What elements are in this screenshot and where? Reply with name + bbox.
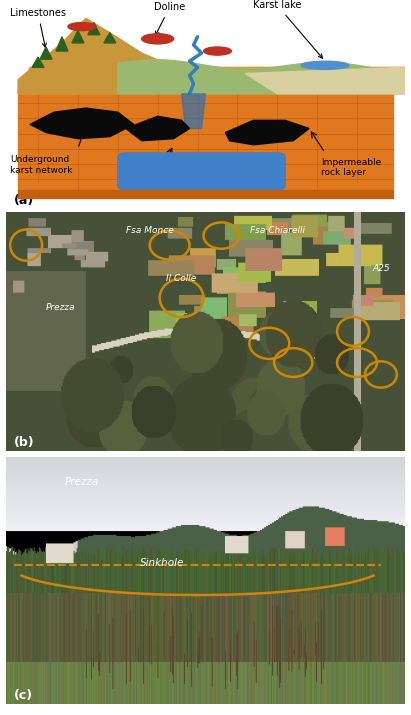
Text: Il Colle: Il Colle — [166, 274, 197, 283]
Polygon shape — [126, 117, 189, 141]
Text: Impermeable
rock layer: Impermeable rock layer — [321, 157, 381, 177]
Text: Sinkhole: Sinkhole — [139, 558, 184, 568]
Text: Limestones: Limestones — [10, 9, 66, 47]
Text: (c): (c) — [14, 689, 33, 701]
Polygon shape — [18, 19, 189, 94]
Polygon shape — [104, 33, 116, 43]
Text: Doline: Doline — [154, 2, 185, 35]
Text: Prezza: Prezza — [46, 302, 76, 312]
Text: Karst lake: Karst lake — [253, 0, 323, 58]
Polygon shape — [225, 120, 309, 144]
Polygon shape — [72, 31, 84, 43]
Text: Underground
karst network: Underground karst network — [10, 155, 72, 175]
Text: A25: A25 — [373, 265, 390, 273]
Text: (b): (b) — [14, 436, 35, 449]
Polygon shape — [88, 23, 100, 35]
Text: Prezza: Prezza — [65, 477, 99, 486]
Text: (a): (a) — [14, 194, 35, 207]
Text: Fsa Monce: Fsa Monce — [126, 226, 173, 235]
Polygon shape — [182, 94, 206, 129]
Polygon shape — [32, 57, 44, 67]
Text: Cave: Cave — [129, 189, 154, 199]
Polygon shape — [18, 94, 393, 189]
Polygon shape — [30, 108, 134, 139]
Ellipse shape — [301, 61, 349, 69]
Text: Fsa Chiarelli: Fsa Chiarelli — [250, 226, 305, 235]
Ellipse shape — [142, 34, 173, 44]
FancyBboxPatch shape — [118, 153, 285, 189]
Ellipse shape — [203, 47, 231, 55]
Polygon shape — [118, 60, 405, 94]
Polygon shape — [18, 67, 405, 94]
Polygon shape — [56, 36, 68, 51]
Ellipse shape — [68, 23, 96, 31]
Polygon shape — [245, 67, 405, 94]
Polygon shape — [40, 47, 52, 59]
